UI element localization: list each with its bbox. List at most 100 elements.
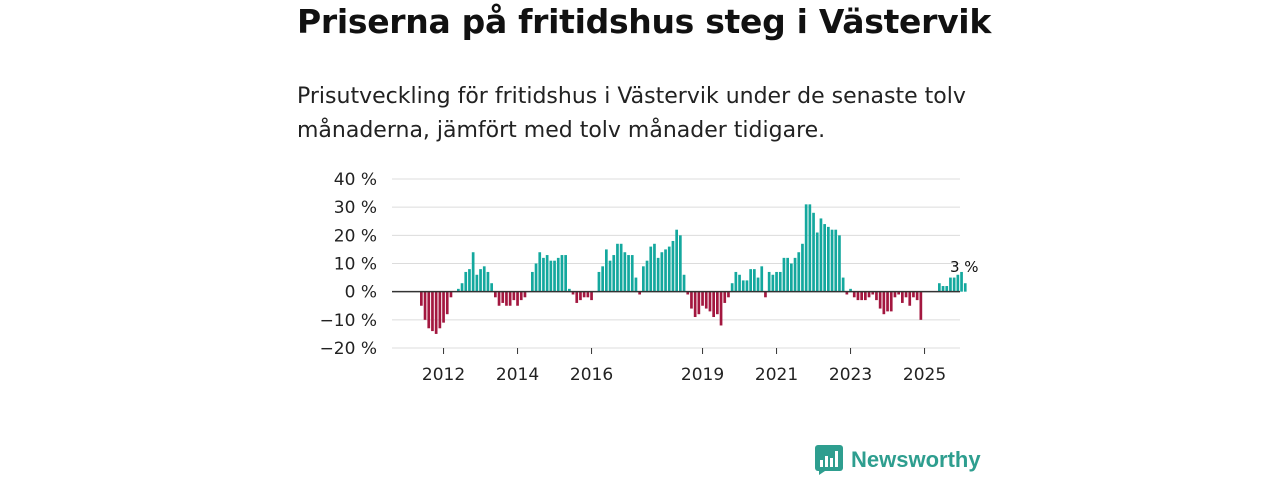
bar bbox=[556, 257, 560, 292]
bar bbox=[701, 291, 704, 306]
bar bbox=[864, 291, 867, 301]
bar bbox=[797, 252, 801, 292]
bar bbox=[486, 271, 490, 292]
bar bbox=[549, 260, 553, 292]
bar bbox=[531, 271, 534, 292]
bar bbox=[427, 291, 431, 329]
bar bbox=[775, 271, 778, 292]
bar bbox=[564, 255, 567, 292]
bar bbox=[716, 291, 719, 315]
y-tick-label: 40 % bbox=[334, 170, 377, 190]
x-tick-label: 2014 bbox=[496, 365, 539, 385]
bar bbox=[915, 291, 919, 301]
bar bbox=[608, 260, 612, 292]
bar bbox=[790, 263, 793, 292]
brand-logo: Newsworthy bbox=[815, 444, 981, 476]
bar bbox=[830, 229, 834, 292]
bar bbox=[656, 257, 660, 292]
bar bbox=[919, 291, 923, 320]
bar bbox=[490, 283, 493, 292]
y-tick-label: 30 % bbox=[334, 198, 377, 218]
bar bbox=[834, 229, 838, 292]
bar bbox=[471, 252, 475, 292]
bar bbox=[438, 291, 442, 329]
bar bbox=[760, 266, 764, 292]
bar bbox=[482, 266, 486, 292]
bar bbox=[494, 291, 497, 298]
bar bbox=[516, 291, 519, 306]
bar bbox=[956, 274, 960, 292]
bar bbox=[649, 246, 653, 292]
bar bbox=[445, 291, 449, 315]
bar bbox=[949, 277, 952, 292]
bar bbox=[945, 286, 949, 292]
bar bbox=[638, 291, 641, 295]
bar bbox=[912, 291, 915, 298]
bar bbox=[475, 274, 479, 292]
bar bbox=[627, 255, 630, 292]
bar bbox=[771, 274, 775, 292]
bar bbox=[571, 291, 575, 295]
bar bbox=[708, 291, 712, 312]
bar bbox=[823, 224, 826, 292]
bar bbox=[545, 255, 549, 292]
bar bbox=[856, 291, 860, 301]
bar bbox=[619, 243, 623, 292]
bar bbox=[730, 283, 734, 292]
bar bbox=[501, 291, 505, 303]
bar bbox=[460, 283, 464, 292]
bar bbox=[423, 291, 427, 320]
bar bbox=[793, 257, 797, 292]
bar bbox=[579, 291, 582, 301]
bar bbox=[690, 291, 693, 309]
bar bbox=[479, 269, 482, 292]
bar bbox=[553, 260, 556, 292]
bar bbox=[645, 260, 649, 292]
bar bbox=[420, 291, 423, 306]
bar bbox=[756, 277, 760, 292]
bar bbox=[938, 283, 941, 292]
x-tick-label: 2019 bbox=[681, 365, 724, 385]
bar bbox=[697, 291, 701, 315]
x-tick-label: 2023 bbox=[829, 365, 872, 385]
bar bbox=[838, 235, 841, 292]
bar bbox=[605, 249, 608, 292]
bar bbox=[508, 291, 512, 306]
bar bbox=[590, 291, 593, 301]
bar bbox=[749, 269, 752, 292]
bar bbox=[734, 271, 738, 292]
bar bbox=[764, 291, 767, 298]
x-tick-label: 2012 bbox=[422, 365, 465, 385]
bar bbox=[952, 277, 956, 292]
x-tick-label: 2021 bbox=[755, 365, 798, 385]
bar bbox=[538, 252, 542, 292]
bar bbox=[468, 269, 471, 292]
y-tick-label: −10 % bbox=[320, 311, 377, 331]
bar bbox=[875, 291, 878, 301]
bar bbox=[889, 291, 893, 312]
bar bbox=[671, 240, 675, 292]
bar bbox=[686, 291, 690, 295]
bar bbox=[741, 280, 745, 292]
bar bbox=[542, 257, 545, 292]
bar bbox=[886, 291, 889, 312]
bar bbox=[719, 291, 723, 326]
newsworthy-logo-icon bbox=[815, 445, 843, 475]
bar bbox=[630, 255, 634, 292]
bar bbox=[786, 257, 789, 292]
bar bbox=[867, 291, 871, 298]
bar bbox=[505, 291, 508, 306]
bar bbox=[675, 229, 678, 292]
bar bbox=[727, 291, 730, 298]
bar bbox=[431, 291, 434, 332]
bar bbox=[960, 271, 963, 292]
bar bbox=[745, 280, 749, 292]
last-value-label: 3 % bbox=[950, 258, 979, 276]
bar bbox=[442, 291, 445, 323]
x-tick-label: 2016 bbox=[570, 365, 613, 385]
bar bbox=[664, 249, 667, 292]
bar bbox=[586, 291, 590, 298]
bar bbox=[612, 255, 616, 292]
bar bbox=[601, 266, 604, 292]
